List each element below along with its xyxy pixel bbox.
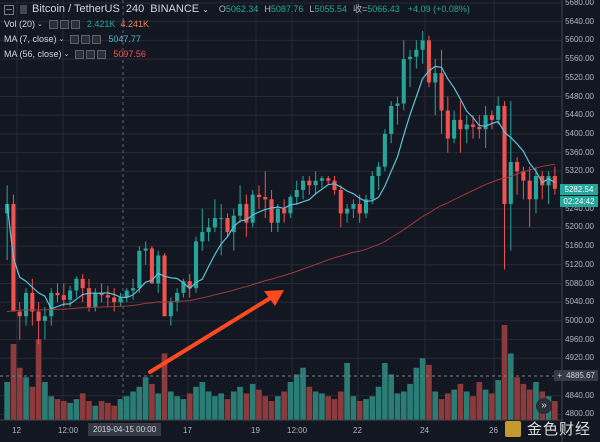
watermark-text: 金色财经 [527,421,592,438]
crosshair-time-tag: 2019-04-15 00:00 [88,423,162,436]
price-axis-label: 4840.00 [565,390,594,400]
watermark: 金色财经 [505,418,591,439]
arrow-annotation[interactable] [148,290,284,374]
time-axis-label: 24 [420,426,429,435]
indicator-ma56[interactable]: MA (56, close) ⌄ 5097.56 [4,47,470,62]
time-axis-label: 22 [353,426,362,435]
countdown-tag: 02:24:42 [560,196,598,207]
time-axis-label: 12:00 [287,426,308,435]
high-value: 5087.76 [270,4,304,14]
indicator-ma7[interactable]: MA (7, close) ⌄ 5047.77 [4,32,470,47]
price-axis-label: 5240.00 [565,203,594,213]
exchange[interactable]: BINANCE [150,3,200,15]
gear-icon[interactable] [81,35,91,44]
chevron-down-icon[interactable]: ⌄ [58,36,65,43]
crosshair-price-tag: +4885.67 [554,370,598,381]
price-axis-label: 5080.00 [565,278,594,288]
plus-icon: + [557,371,563,380]
price-axis-label: 5600.00 [565,35,594,45]
price-axis-label: 5200.00 [565,222,594,232]
price-axis-label: 5120.00 [565,259,594,269]
indicator-label[interactable]: MA (7, close) [4,34,57,44]
open-label: O [218,4,226,14]
time-axis-label: 12:00 [58,426,79,435]
last-price-tag: 5282.54 [560,184,598,195]
symbol-row: Bitcoin / TetherUS 240 BINANCE ⌄ O 5062.3… [4,2,470,17]
price-axis-label: 4800.00 [565,409,594,419]
price-axis-label: 5160.00 [565,241,594,251]
chevron-down-icon[interactable]: ⌄ [37,21,43,28]
price-axis-label: 5560.00 [565,54,594,64]
eye-icon[interactable] [70,35,80,44]
indicator-value: 5047.77 [108,34,141,44]
indicator-value: 4.241K [120,19,149,29]
close-icon[interactable] [92,35,102,44]
price-axis-label: 5000.00 [565,315,594,325]
interval[interactable]: 240 [125,3,145,15]
indicator-value: 5097.56 [113,49,146,59]
time-axis-label: 17 [183,426,192,435]
change-value: +4.09 (+0.08%) [407,4,470,14]
chevron-down-icon[interactable]: ⌄ [63,51,70,58]
price-axis-label: 5520.00 [565,72,594,82]
eye-icon[interactable] [75,50,85,59]
chevron-down-icon[interactable]: ⌄ [202,5,209,14]
eye-icon[interactable] [48,20,58,29]
open-value: 5062.34 [225,4,259,14]
indicator-value: 2.421K [86,19,116,29]
price-axis-label: 5360.00 [565,147,594,157]
crosshair-price: 4885.67 [566,371,595,380]
watermark-logo-icon [505,420,521,437]
price-axis-label: 5400.00 [565,128,594,138]
ma56-line [7,163,555,313]
high-label: H [264,4,271,14]
close-value: 5066.43 [367,4,400,14]
gear-icon[interactable] [59,20,69,29]
close-icon[interactable] [97,50,107,59]
time-axis-label: 26 [489,426,498,435]
price-axis-label: 5680.00 [565,0,594,7]
time-axis-label: 19 [251,426,260,435]
low-value: 5055.54 [314,4,347,14]
price-axis-label: 4960.00 [565,334,594,344]
price-axis-label: 5320.00 [565,166,594,176]
scroll-to-realtime-button[interactable]: » [536,398,552,414]
price-axis-label: 5640.00 [565,16,594,26]
close-icon[interactable] [70,20,80,29]
gear-icon[interactable] [86,50,96,59]
low-label: L [309,4,315,14]
ma7-line [6,65,556,310]
volume-bars [4,325,558,420]
candles [5,31,557,345]
time-axis-label: 12 [12,426,21,435]
indicator-vol[interactable]: Vol (20) ⌄ 2.421K 4.241K [4,17,470,32]
chart-legend: Bitcoin / TetherUS 240 BINANCE ⌄ O 5062.3… [4,2,470,62]
indicator-label[interactable]: MA (56, close) [4,49,62,59]
collapse-icon[interactable] [4,4,14,15]
symbol-name[interactable]: Bitcoin / TetherUS [32,3,120,15]
price-axis-label: 4920.00 [565,353,594,363]
price-axis-label: 5480.00 [565,91,594,101]
indicator-label[interactable]: Vol (20) [4,19,36,29]
symbol-icon [20,5,27,14]
price-axis-label: 5440.00 [565,110,594,120]
price-axis-label: 5040.00 [565,297,594,307]
close-label: 收= [352,4,368,14]
